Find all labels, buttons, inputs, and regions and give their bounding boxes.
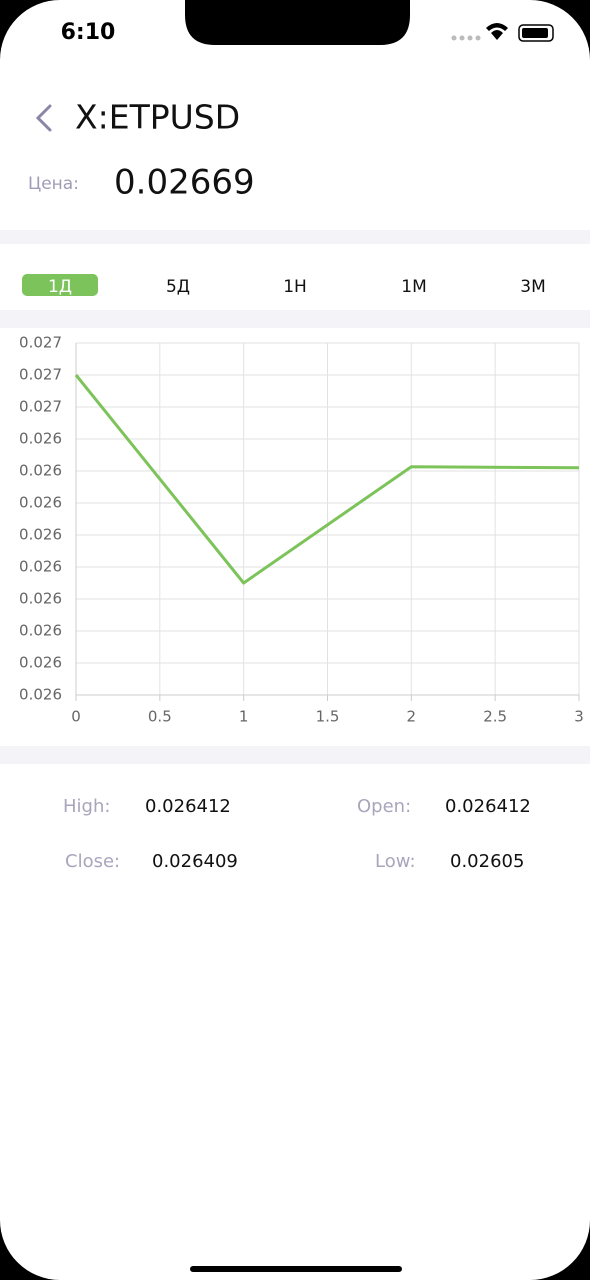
price-label: Цена: [28, 174, 79, 194]
back-button[interactable] [35, 104, 52, 132]
tab-active-bg [22, 274, 98, 296]
notch [185, 0, 410, 45]
tab[interactable]: 3М [520, 277, 545, 297]
x-tick-label: 3 [574, 708, 584, 726]
status-icons [451, 23, 554, 42]
stat-label: High: [63, 796, 110, 817]
x-tick-label: 0.5 [148, 708, 172, 726]
x-tick-label: 1.5 [316, 708, 340, 726]
y-tick-label: 0.026 [19, 558, 62, 576]
stat-label: Open: [357, 796, 411, 817]
tab[interactable]: 1Д [48, 277, 72, 297]
y-tick-label: 0.026 [19, 654, 62, 672]
y-tick-label: 0.026 [19, 494, 62, 512]
y-tick-label: 0.026 [19, 526, 62, 544]
x-tick-label: 2 [407, 708, 417, 726]
stat-label: Low: [375, 851, 416, 872]
x-tick-label: 0 [71, 708, 81, 726]
stat-label: Close: [65, 851, 120, 872]
x-tick-label: 2.5 [483, 708, 507, 726]
tab[interactable]: 5Д [166, 277, 190, 297]
status-time: 6:10 [61, 20, 116, 45]
x-tick-label: 1 [239, 708, 249, 726]
tab[interactable]: 1М [401, 277, 426, 297]
y-tick-label: 0.026 [19, 462, 62, 480]
y-tick-label: 0.026 [19, 622, 62, 640]
y-tick-label: 0.027 [19, 366, 62, 384]
line-series [74, 374, 580, 585]
separator [0, 230, 590, 244]
tab[interactable]: 1Н [283, 277, 307, 297]
title: X:ETPUSD [75, 98, 240, 137]
y-tick-label: 0.027 [19, 398, 62, 416]
stat-value: 0.02605 [450, 851, 524, 872]
y-tick-label: 0.027 [19, 334, 62, 352]
separator [0, 310, 590, 328]
price: 0.02669 [114, 163, 255, 203]
stat-value: 0.026412 [145, 796, 231, 817]
home-indicator [190, 1266, 402, 1272]
y-tick-label: 0.026 [19, 686, 62, 704]
stat-value: 0.026412 [445, 796, 531, 817]
stat-value: 0.026409 [152, 851, 238, 872]
separator [0, 746, 590, 764]
y-tick-label: 0.026 [19, 590, 62, 608]
y-tick-label: 0.026 [19, 430, 62, 448]
